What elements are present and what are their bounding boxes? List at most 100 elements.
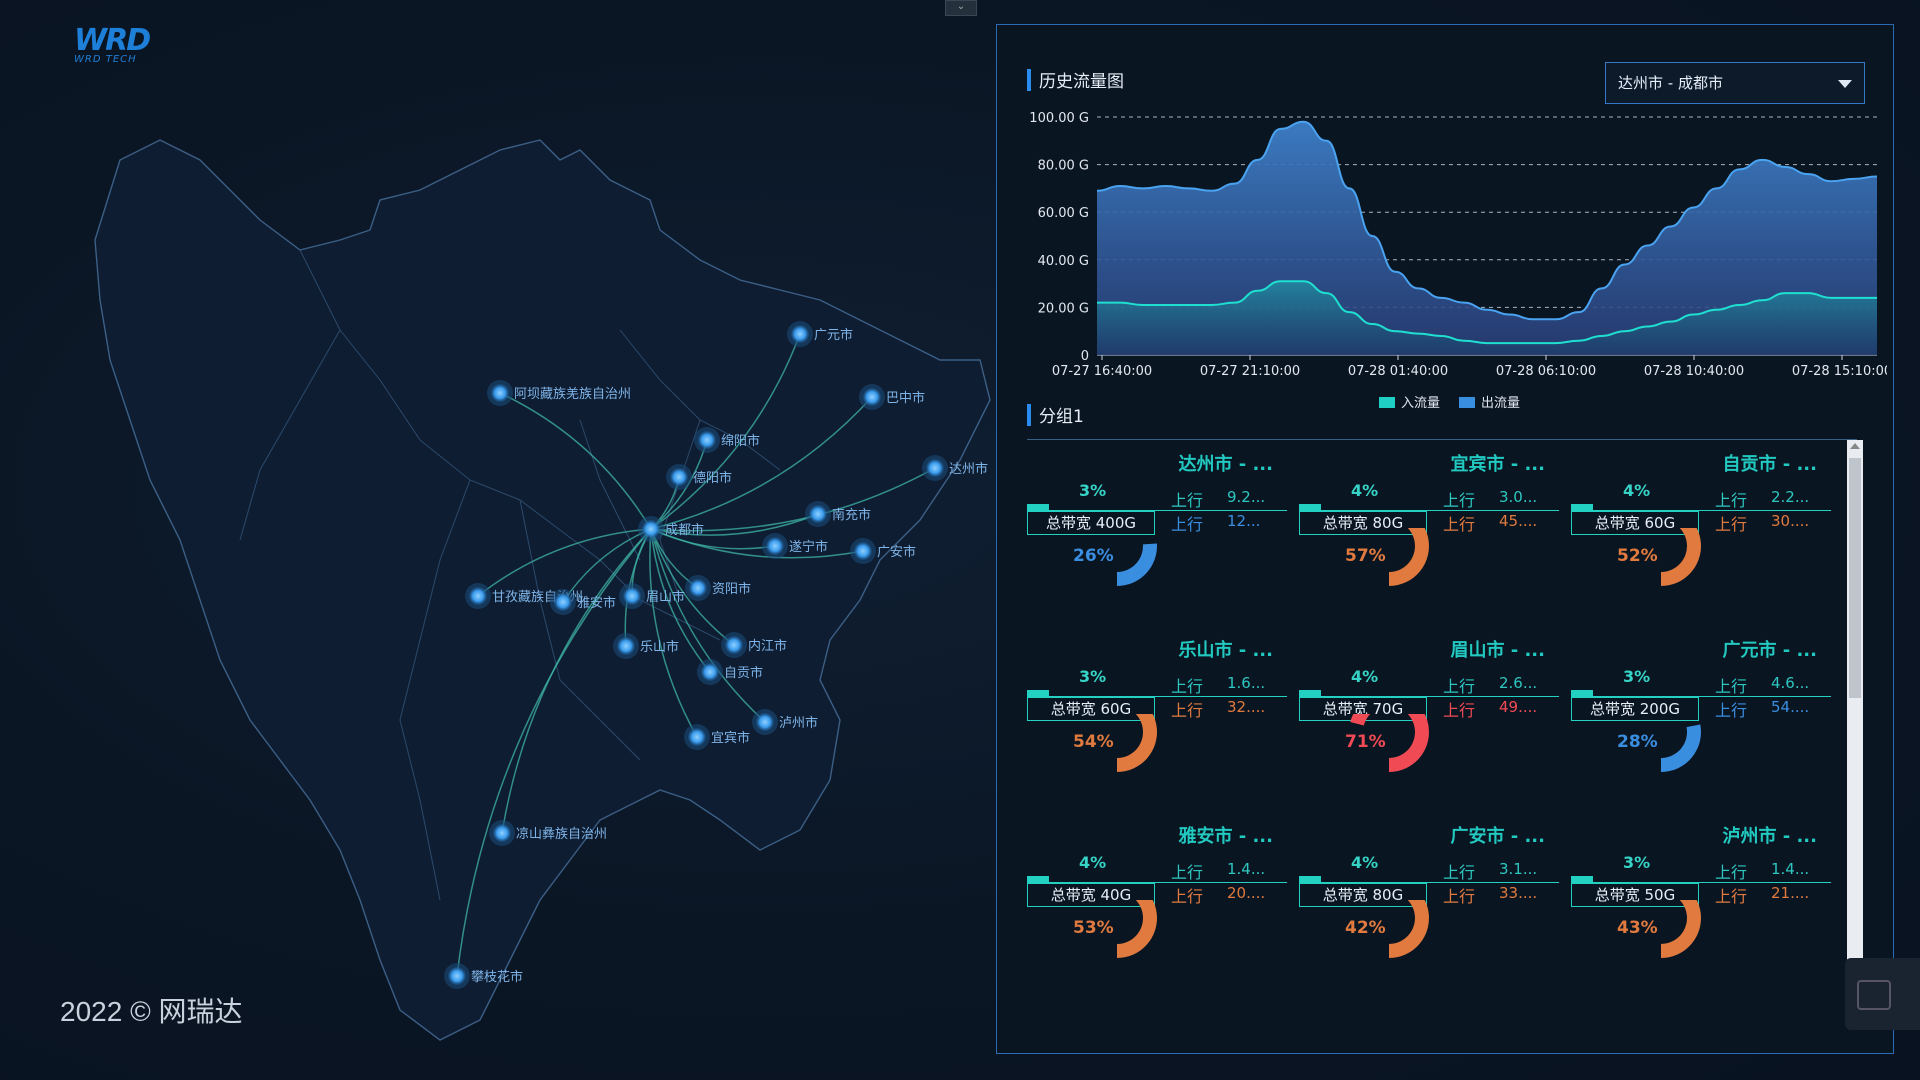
city-marker[interactable]: 内江市	[721, 632, 787, 658]
card-up-value: 54....	[1771, 698, 1810, 716]
city-marker[interactable]: 南充市	[805, 501, 871, 527]
city-label: 遂宁市	[789, 539, 828, 555]
card-bandwidth: 总带宽 50G	[1571, 883, 1699, 907]
city-dot	[469, 587, 487, 605]
city-marker[interactable]: 绵阳市	[694, 427, 760, 453]
link-card[interactable]: 广元市 - ... 3% 总带宽 200G 上行 4.6... 上行 54...…	[1571, 636, 1831, 806]
card-divider	[1027, 510, 1287, 511]
city-marker[interactable]: 德阳市	[666, 464, 732, 490]
y-tick-label: 60.00 G	[1038, 206, 1089, 221]
card-percent: 3%	[1623, 667, 1651, 686]
card-up-value: 33....	[1499, 884, 1538, 902]
link-card[interactable]: 乐山市 - ... 3% 总带宽 60G 上行 1.6... 上行 32....…	[1027, 636, 1287, 806]
route-select-value: 达州市 - 成都市	[1618, 74, 1723, 92]
link-card[interactable]: 自贡市 - ... 4% 总带宽 60G 上行 2.2... 上行 30....…	[1571, 450, 1831, 620]
city-label: 宜宾市	[711, 730, 750, 746]
card-usage-bar	[1027, 504, 1049, 510]
card-up-value: 20....	[1227, 884, 1266, 902]
city-dot	[701, 663, 719, 681]
city-dot	[766, 537, 784, 555]
flow-lines	[456, 333, 936, 977]
card-gauge-percent: 57%	[1345, 546, 1386, 566]
card-gauge	[1389, 900, 1429, 958]
chart-legend[interactable]: 入流量 出流量	[1379, 396, 1520, 411]
card-up-label: 上行	[1171, 863, 1204, 882]
gauge-arc	[1117, 543, 1157, 586]
x-tick-label: 07-27 21:10:00	[1200, 364, 1300, 379]
flow-line	[456, 528, 652, 977]
city-marker[interactable]: 宜宾市	[684, 724, 750, 750]
link-card[interactable]: 广安市 - ... 4% 总带宽 80G 上行 3.1... 上行 33....…	[1299, 822, 1559, 992]
card-percent: 4%	[1351, 481, 1379, 500]
group-section-title: 分组1	[1027, 402, 1084, 427]
city-marker[interactable]: 资阳市	[685, 575, 751, 601]
card-divider	[1027, 882, 1287, 883]
y-tick-label: 100.00 G	[1029, 111, 1089, 126]
card-usage-bar	[1299, 690, 1321, 696]
collapse-toggle-button[interactable]: ⌄	[945, 0, 977, 16]
y-tick-label: 0	[1081, 349, 1089, 364]
link-card[interactable]: 泸州市 - ... 3% 总带宽 50G 上行 1.4... 上行 21....…	[1571, 822, 1831, 992]
card-up-label: 上行	[1171, 491, 1204, 510]
x-axis-ticks: 07-27 16:40:00 07-27 21:10:00 07-28 01:40:…	[1052, 355, 1887, 379]
card-up-value: 32....	[1227, 698, 1266, 716]
city-label: 资阳市	[712, 581, 751, 597]
city-marker[interactable]: 达州市	[922, 455, 988, 481]
card-up-label: 上行	[1715, 701, 1748, 720]
flow-line	[499, 392, 652, 530]
flow-line	[650, 528, 735, 646]
city-dot	[554, 593, 572, 611]
link-card[interactable]: 雅安市 - ... 4% 总带宽 40G 上行 1.4... 上行 20....…	[1027, 822, 1287, 992]
city-marker[interactable]: 自贡市	[697, 659, 763, 685]
link-card[interactable]: 眉山市 - ... 4% 总带宽 70G 上行 2.6... 上行 49....…	[1299, 636, 1559, 806]
card-scrollbar[interactable]	[1847, 440, 1863, 960]
card-up-label: 上行	[1443, 701, 1476, 720]
side-tool-widget[interactable]	[1845, 958, 1920, 1030]
city-marker[interactable]: 阿坝藏族羌族自治州	[487, 380, 631, 406]
history-section-title: 历史流量图	[1027, 67, 1124, 92]
card-bandwidth: 总带宽 400G	[1027, 511, 1155, 535]
card-title: 宜宾市 - ...	[1450, 454, 1545, 475]
card-up-label: 上行	[1171, 677, 1204, 696]
city-marker[interactable]: 眉山市	[619, 583, 685, 609]
card-title: 达州市 - ...	[1178, 454, 1273, 475]
city-marker[interactable]: 成都市	[638, 516, 704, 542]
city-marker[interactable]: 雅安市	[550, 589, 616, 615]
card-bandwidth: 总带宽 80G	[1299, 883, 1427, 907]
legend-label-out: 出流量	[1481, 396, 1520, 411]
image-icon	[1857, 980, 1891, 1010]
city-marker[interactable]: 巴中市	[859, 384, 925, 410]
city-label: 泸州市	[779, 715, 818, 731]
city-dot	[617, 637, 635, 655]
city-dot	[670, 468, 688, 486]
city-label: 内江市	[748, 638, 787, 654]
city-marker[interactable]: 攀枝花市	[444, 963, 523, 989]
city-marker[interactable]: 广元市	[787, 321, 853, 347]
scrollbar-thumb[interactable]	[1849, 458, 1861, 698]
card-up-label: 上行	[1715, 863, 1748, 882]
card-up-value: 3.0...	[1499, 488, 1538, 506]
route-select[interactable]: 达州市 - 成都市	[1605, 62, 1865, 104]
gauge-arc	[1661, 724, 1701, 772]
card-divider	[1299, 696, 1559, 697]
y-tick-label: 40.00 G	[1038, 254, 1089, 269]
card-usage-bar	[1299, 876, 1321, 882]
card-up-label: 上行	[1443, 491, 1476, 510]
card-up-value: 21....	[1771, 884, 1810, 902]
card-divider	[1571, 510, 1831, 511]
city-label: 自贡市	[724, 665, 763, 681]
city-marker[interactable]: 广安市	[850, 538, 916, 564]
city-marker[interactable]: 凉山彝族自治州	[489, 820, 607, 846]
card-gauge	[1661, 900, 1701, 958]
city-marker[interactable]: 泸州市	[752, 709, 818, 735]
scroll-up-icon[interactable]	[1850, 443, 1860, 449]
card-percent: 4%	[1351, 853, 1379, 872]
card-title: 乐山市 - ...	[1178, 640, 1273, 661]
city-marker[interactable]: 乐山市	[613, 633, 679, 659]
card-up-value: 1.4...	[1227, 860, 1266, 878]
city-marker[interactable]: 遂宁市	[762, 533, 828, 559]
link-card[interactable]: 宜宾市 - ... 4% 总带宽 80G 上行 3.0... 上行 45....…	[1299, 450, 1559, 620]
link-card[interactable]: 达州市 - ... 3% 总带宽 400G 上行 9.2... 上行 12...…	[1027, 450, 1287, 620]
card-bandwidth: 总带宽 200G	[1571, 697, 1699, 721]
